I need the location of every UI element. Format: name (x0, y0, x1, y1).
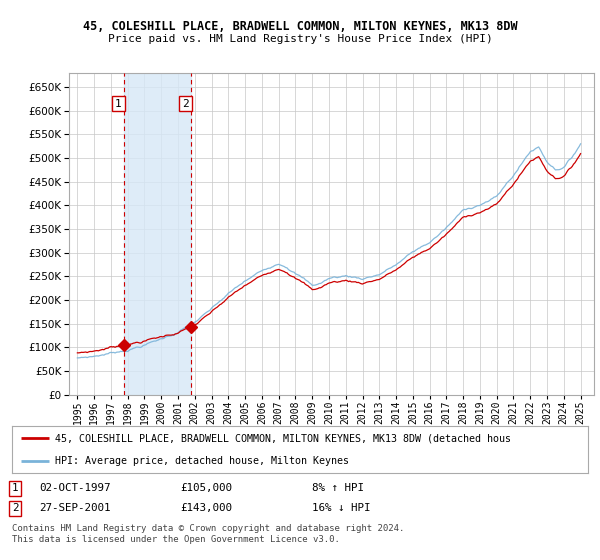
Text: This data is licensed under the Open Government Licence v3.0.: This data is licensed under the Open Gov… (12, 535, 340, 544)
Text: 2: 2 (12, 503, 18, 514)
Text: 45, COLESHILL PLACE, BRADWELL COMMON, MILTON KEYNES, MK13 8DW: 45, COLESHILL PLACE, BRADWELL COMMON, MI… (83, 20, 517, 32)
Text: Price paid vs. HM Land Registry's House Price Index (HPI): Price paid vs. HM Land Registry's House … (107, 34, 493, 44)
Text: 8% ↑ HPI: 8% ↑ HPI (312, 483, 364, 493)
Text: 45, COLESHILL PLACE, BRADWELL COMMON, MILTON KEYNES, MK13 8DW (detached hous: 45, COLESHILL PLACE, BRADWELL COMMON, MI… (55, 433, 511, 444)
Text: HPI: Average price, detached house, Milton Keynes: HPI: Average price, detached house, Milt… (55, 456, 349, 466)
Text: 02-OCT-1997: 02-OCT-1997 (39, 483, 110, 493)
Text: 27-SEP-2001: 27-SEP-2001 (39, 503, 110, 514)
Text: 1: 1 (115, 99, 122, 109)
Text: £143,000: £143,000 (180, 503, 232, 514)
Bar (124, 73, 191, 395)
Text: £105,000: £105,000 (180, 483, 232, 493)
Text: 16% ↓ HPI: 16% ↓ HPI (312, 503, 371, 514)
Text: Contains HM Land Registry data © Crown copyright and database right 2024.: Contains HM Land Registry data © Crown c… (12, 524, 404, 533)
Text: 1: 1 (12, 483, 18, 493)
Text: 2: 2 (182, 99, 189, 109)
